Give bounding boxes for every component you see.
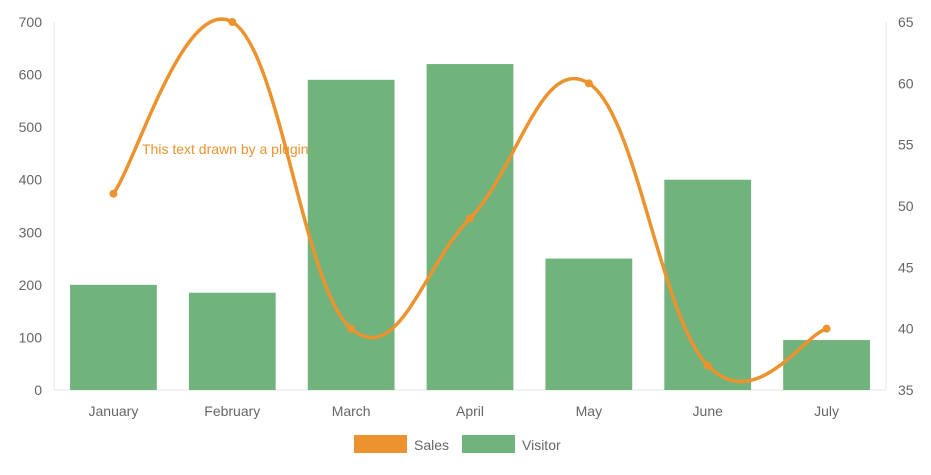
bar-series bbox=[70, 64, 870, 391]
x-tick-label: January bbox=[89, 403, 139, 419]
left-y-tick-labels: 0 100 200 300 400 500 600 700 bbox=[19, 14, 43, 398]
bar-february bbox=[188, 292, 276, 390]
right-y-tick-label: 45 bbox=[898, 259, 914, 275]
bar-july bbox=[783, 340, 870, 390]
x-tick-label: March bbox=[332, 403, 371, 419]
left-y-tick-label: 100 bbox=[19, 329, 43, 345]
x-tick-label: July bbox=[814, 403, 839, 419]
left-y-tick-label: 700 bbox=[19, 14, 43, 30]
bar-march bbox=[307, 79, 395, 390]
left-y-tick-label: 300 bbox=[19, 224, 43, 240]
x-tick-label: May bbox=[576, 403, 602, 419]
right-y-tick-labels: 35 40 45 50 55 60 65 bbox=[898, 14, 914, 398]
right-y-tick-label: 65 bbox=[898, 14, 914, 30]
legend-swatch-visitor[interactable] bbox=[462, 435, 515, 453]
left-y-tick-label: 600 bbox=[19, 67, 43, 83]
right-y-tick-label: 55 bbox=[898, 137, 914, 153]
legend[interactable]: Sales Visitor bbox=[354, 435, 561, 453]
right-y-tick-label: 50 bbox=[898, 198, 914, 214]
bar-january bbox=[70, 284, 157, 390]
bar-april bbox=[426, 64, 514, 391]
right-y-tick-label: 40 bbox=[898, 321, 914, 337]
right-y-tick-label: 60 bbox=[898, 75, 914, 91]
sales-point-june bbox=[703, 361, 712, 370]
legend-label-visitor[interactable]: Visitor bbox=[522, 437, 561, 453]
plugin-annotation: This text drawn by a plugin bbox=[142, 141, 309, 157]
legend-label-sales[interactable]: Sales bbox=[414, 437, 449, 453]
sales-point-march bbox=[347, 324, 356, 333]
bar-may bbox=[545, 258, 633, 390]
left-y-tick-label: 500 bbox=[19, 119, 43, 135]
sales-point-february bbox=[228, 18, 237, 26]
x-tick-label: February bbox=[204, 403, 260, 419]
left-y-tick-label: 200 bbox=[19, 277, 43, 293]
sales-point-january bbox=[109, 189, 118, 198]
legend-swatch-sales[interactable] bbox=[354, 435, 407, 453]
sales-point-july bbox=[822, 324, 831, 333]
left-y-tick-label: 0 bbox=[34, 382, 42, 398]
right-y-tick-label: 35 bbox=[898, 382, 914, 398]
sales-point-april bbox=[466, 214, 474, 223]
sales-point-may bbox=[584, 79, 593, 88]
x-tick-labels: January February March April May June July bbox=[89, 403, 840, 419]
line-series bbox=[109, 17, 831, 384]
bar-june bbox=[664, 179, 752, 390]
x-tick-label: April bbox=[456, 403, 484, 419]
left-y-tick-label: 400 bbox=[19, 172, 43, 188]
x-tick-label: June bbox=[693, 403, 724, 419]
